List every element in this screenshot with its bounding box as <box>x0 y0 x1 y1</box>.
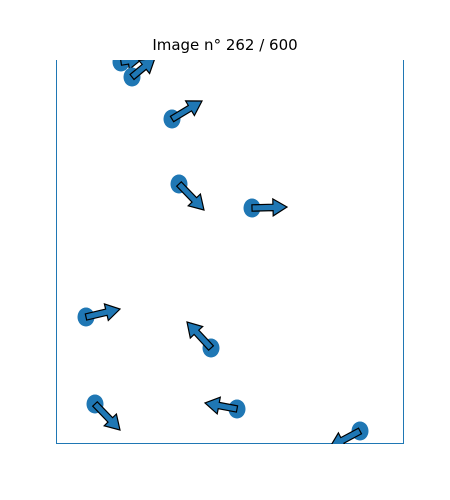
agent-1 <box>112 60 142 72</box>
plot-frame <box>56 60 404 444</box>
frame-title: Image n° 262 / 600 <box>152 36 298 54</box>
direction-arrow-icon <box>186 321 215 352</box>
direction-arrow-icon <box>169 100 203 123</box>
agent-3 <box>163 100 203 129</box>
agent-6 <box>77 302 122 327</box>
direction-arrow-icon <box>129 60 155 81</box>
direction-arrow-icon <box>175 180 205 211</box>
agent-4 <box>170 174 205 211</box>
agent-10 <box>331 421 369 444</box>
agent-7 <box>186 321 220 358</box>
direction-arrow-icon <box>203 396 239 416</box>
agents-layer <box>77 60 369 444</box>
agent-8 <box>86 394 121 431</box>
direction-arrow-icon <box>251 197 289 217</box>
direction-arrow-icon <box>84 302 122 322</box>
agent-2 <box>123 60 155 87</box>
agent-5 <box>243 197 289 218</box>
direction-arrow-icon <box>120 60 142 71</box>
agent-9 <box>203 396 246 419</box>
direction-arrow-icon <box>331 427 363 444</box>
direction-arrow-icon <box>91 400 121 431</box>
